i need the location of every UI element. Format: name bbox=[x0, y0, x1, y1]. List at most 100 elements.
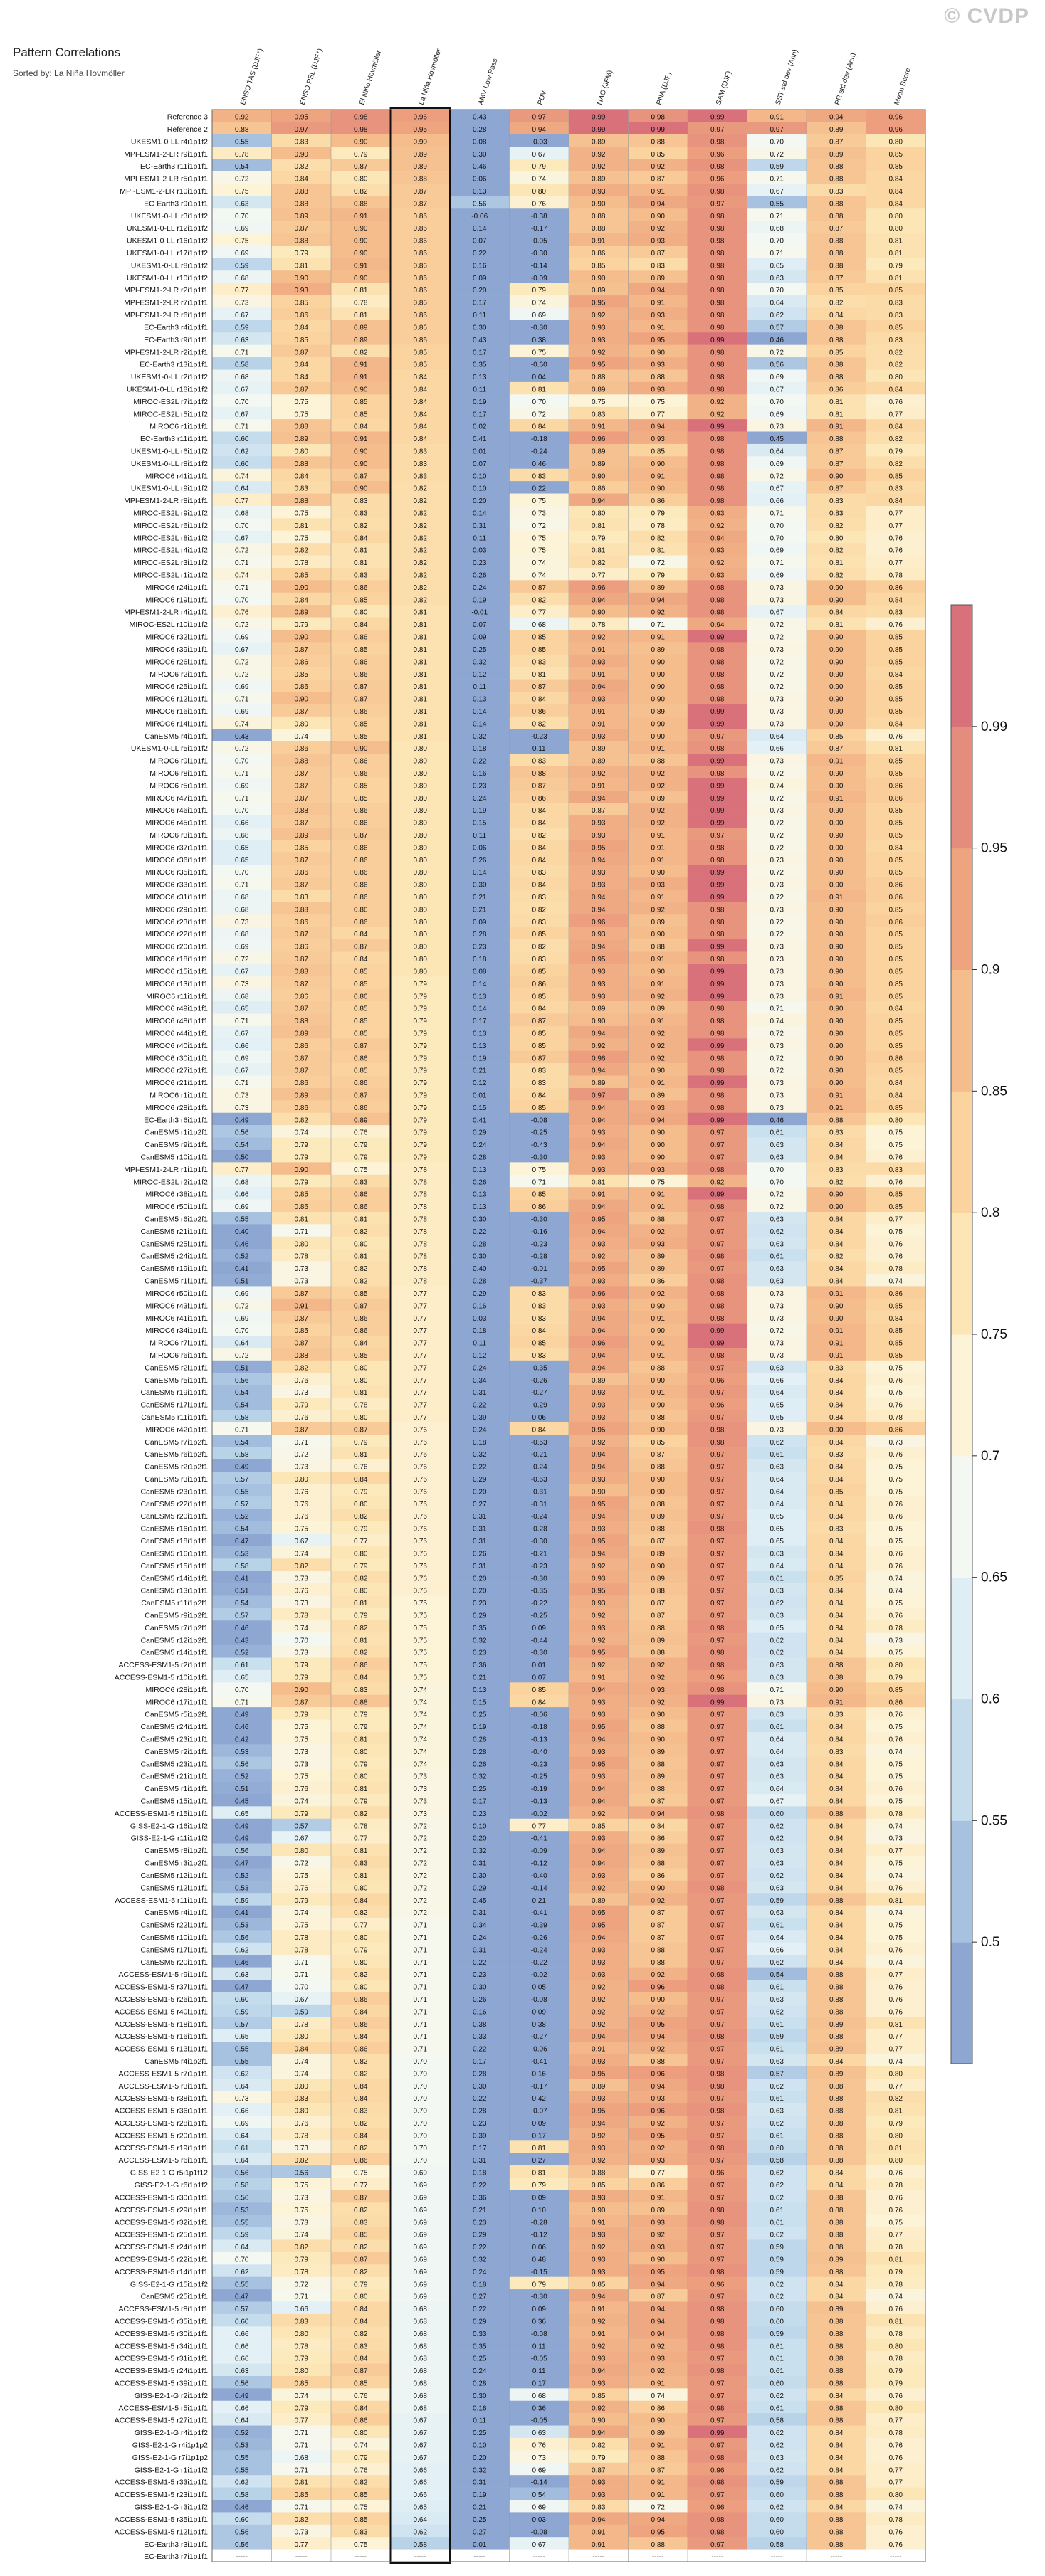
heatmap-cell bbox=[271, 159, 332, 172]
cell-value: 0.84 bbox=[295, 361, 309, 369]
cell-value: -0.60 bbox=[531, 361, 547, 369]
cell-value: 0.63 bbox=[770, 2058, 784, 2066]
cell-value: 0.86 bbox=[889, 782, 903, 790]
cell-value: 0.61 bbox=[235, 1662, 249, 1669]
cell-value: -0.30 bbox=[531, 250, 547, 258]
row-label: UKESM1-0-LL r8i1p1f2 bbox=[131, 261, 208, 270]
cell-value: 0.89 bbox=[592, 386, 606, 394]
cell-value: 0.89 bbox=[592, 138, 606, 146]
cell-value: 0.43 bbox=[235, 1637, 249, 1645]
cell-value: 0.91 bbox=[829, 1104, 844, 1112]
cell-value: 0.86 bbox=[354, 844, 368, 852]
cell-value: 0.79 bbox=[651, 572, 666, 580]
cell-value: 0.76 bbox=[414, 1513, 428, 1521]
cell-value: 0.81 bbox=[889, 2318, 903, 2326]
cell-value: 0.67 bbox=[235, 968, 249, 976]
heatmap-cell bbox=[450, 110, 510, 122]
cell-value: 0.53 bbox=[235, 2442, 249, 2450]
cell-value: 0.82 bbox=[354, 349, 368, 357]
cell-value: 0.91 bbox=[354, 436, 368, 443]
heatmap-cell bbox=[450, 518, 510, 532]
cell-value: 0.87 bbox=[354, 1302, 368, 1310]
heatmap-cell bbox=[450, 295, 510, 308]
heatmap-cell bbox=[390, 196, 451, 209]
cell-value: 0.88 bbox=[829, 2330, 844, 2338]
cell-value: 0.94 bbox=[592, 1030, 606, 1038]
cell-value: 0.85 bbox=[889, 993, 903, 1001]
cell-value: 0.88 bbox=[829, 163, 844, 171]
cell-value: 0.98 bbox=[354, 114, 368, 122]
row-label: ACCESS-ESM1-5 r24i1p1f1 bbox=[115, 2367, 208, 2375]
cell-value: 0.88 bbox=[295, 1018, 309, 1025]
cell-value: 0.75 bbox=[889, 1798, 903, 1806]
cell-value: 0.98 bbox=[710, 138, 725, 146]
cell-value: 0.71 bbox=[235, 423, 249, 431]
cell-value: 0.23 bbox=[473, 782, 487, 790]
cell-value: 0.34 bbox=[473, 1922, 487, 1930]
cell-value: -0.23 bbox=[531, 733, 547, 741]
heatmap-cell bbox=[569, 518, 629, 532]
cell-value: 0.79 bbox=[295, 1711, 309, 1719]
heatmap-cell bbox=[688, 381, 747, 395]
cell-value: 0.75 bbox=[532, 497, 547, 505]
heatmap-cell bbox=[271, 381, 332, 395]
cell-value: 0.93 bbox=[651, 1104, 666, 1112]
cell-value: 0.19 bbox=[473, 398, 487, 406]
cell-value: 0.85 bbox=[889, 944, 903, 951]
cell-value: 0.94 bbox=[710, 621, 725, 629]
heatmap-cell bbox=[509, 505, 569, 519]
cell-value: 0.85 bbox=[532, 993, 547, 1001]
heatmap-cell bbox=[807, 221, 866, 234]
cell-value: 0.77 bbox=[235, 287, 249, 295]
cell-value: 0.90 bbox=[651, 1488, 666, 1496]
cell-value: 0.90 bbox=[829, 931, 844, 939]
cell-value: 0.82 bbox=[532, 906, 547, 914]
cell-value: 0.89 bbox=[651, 1513, 666, 1521]
cell-value: 0.27 bbox=[473, 1501, 487, 1509]
heatmap-cell bbox=[331, 505, 391, 519]
row-label: UKESM1-0-LL r9i1p1f2 bbox=[131, 485, 208, 493]
cell-value: 0.06 bbox=[473, 844, 487, 852]
cell-value: 0.88 bbox=[592, 374, 606, 381]
heatmap-cell bbox=[807, 419, 866, 432]
row-label: MIROC6 r3i1p1f1 bbox=[149, 831, 208, 840]
heatmap-cell bbox=[569, 505, 629, 519]
cell-value: 0.78 bbox=[414, 1178, 428, 1186]
cell-value: -0.30 bbox=[531, 1575, 547, 1583]
cell-value: 0.84 bbox=[354, 2132, 368, 2140]
cell-value: 0.80 bbox=[414, 857, 428, 865]
cell-value: 0.84 bbox=[829, 1922, 844, 1930]
cell-value: 0.91 bbox=[651, 1315, 666, 1323]
heatmap-cell bbox=[390, 543, 451, 556]
cell-value: 0.84 bbox=[889, 671, 903, 679]
cell-value: 0.67 bbox=[770, 188, 784, 196]
cell-value: 0.86 bbox=[651, 2182, 666, 2190]
cell-value: 0.23 bbox=[473, 1810, 487, 1818]
cell-value: 0.63 bbox=[532, 2429, 547, 2437]
heatmap-cell bbox=[390, 406, 451, 420]
cell-value: 0.90 bbox=[829, 1018, 844, 1025]
cell-value: 0.91 bbox=[651, 2194, 666, 2202]
row-label: MIROC6 r16i1p1f1 bbox=[145, 707, 208, 716]
cell-value: 0.88 bbox=[295, 188, 309, 196]
cell-value: 0.68 bbox=[235, 832, 249, 840]
cell-value: 0.74 bbox=[889, 1278, 903, 1286]
cell-value: 0.78 bbox=[295, 2343, 309, 2350]
cell-value: 0.71 bbox=[414, 2033, 428, 2041]
heatmap-cell bbox=[450, 406, 510, 420]
cell-value: 0.87 bbox=[354, 2368, 368, 2375]
cell-value: 0.90 bbox=[295, 151, 309, 159]
cell-value: 0.09 bbox=[473, 634, 487, 642]
cell-value: 0.93 bbox=[592, 2145, 606, 2153]
cell-value: 0.81 bbox=[354, 1600, 368, 1608]
cell-value: 0.68 bbox=[235, 894, 249, 902]
cell-value: 0.77 bbox=[889, 2046, 903, 2054]
cell-value: 0.70 bbox=[414, 2095, 428, 2103]
cell-value: 0.22 bbox=[473, 1959, 487, 1967]
cell-value: 0.89 bbox=[592, 2083, 606, 2091]
cell-value: 0.97 bbox=[710, 1748, 725, 1756]
cell-value: 0.94 bbox=[592, 596, 606, 604]
heatmap-cell bbox=[271, 369, 332, 383]
cell-value: 0.98 bbox=[710, 2070, 725, 2078]
cell-value: 0.76 bbox=[889, 2306, 903, 2313]
